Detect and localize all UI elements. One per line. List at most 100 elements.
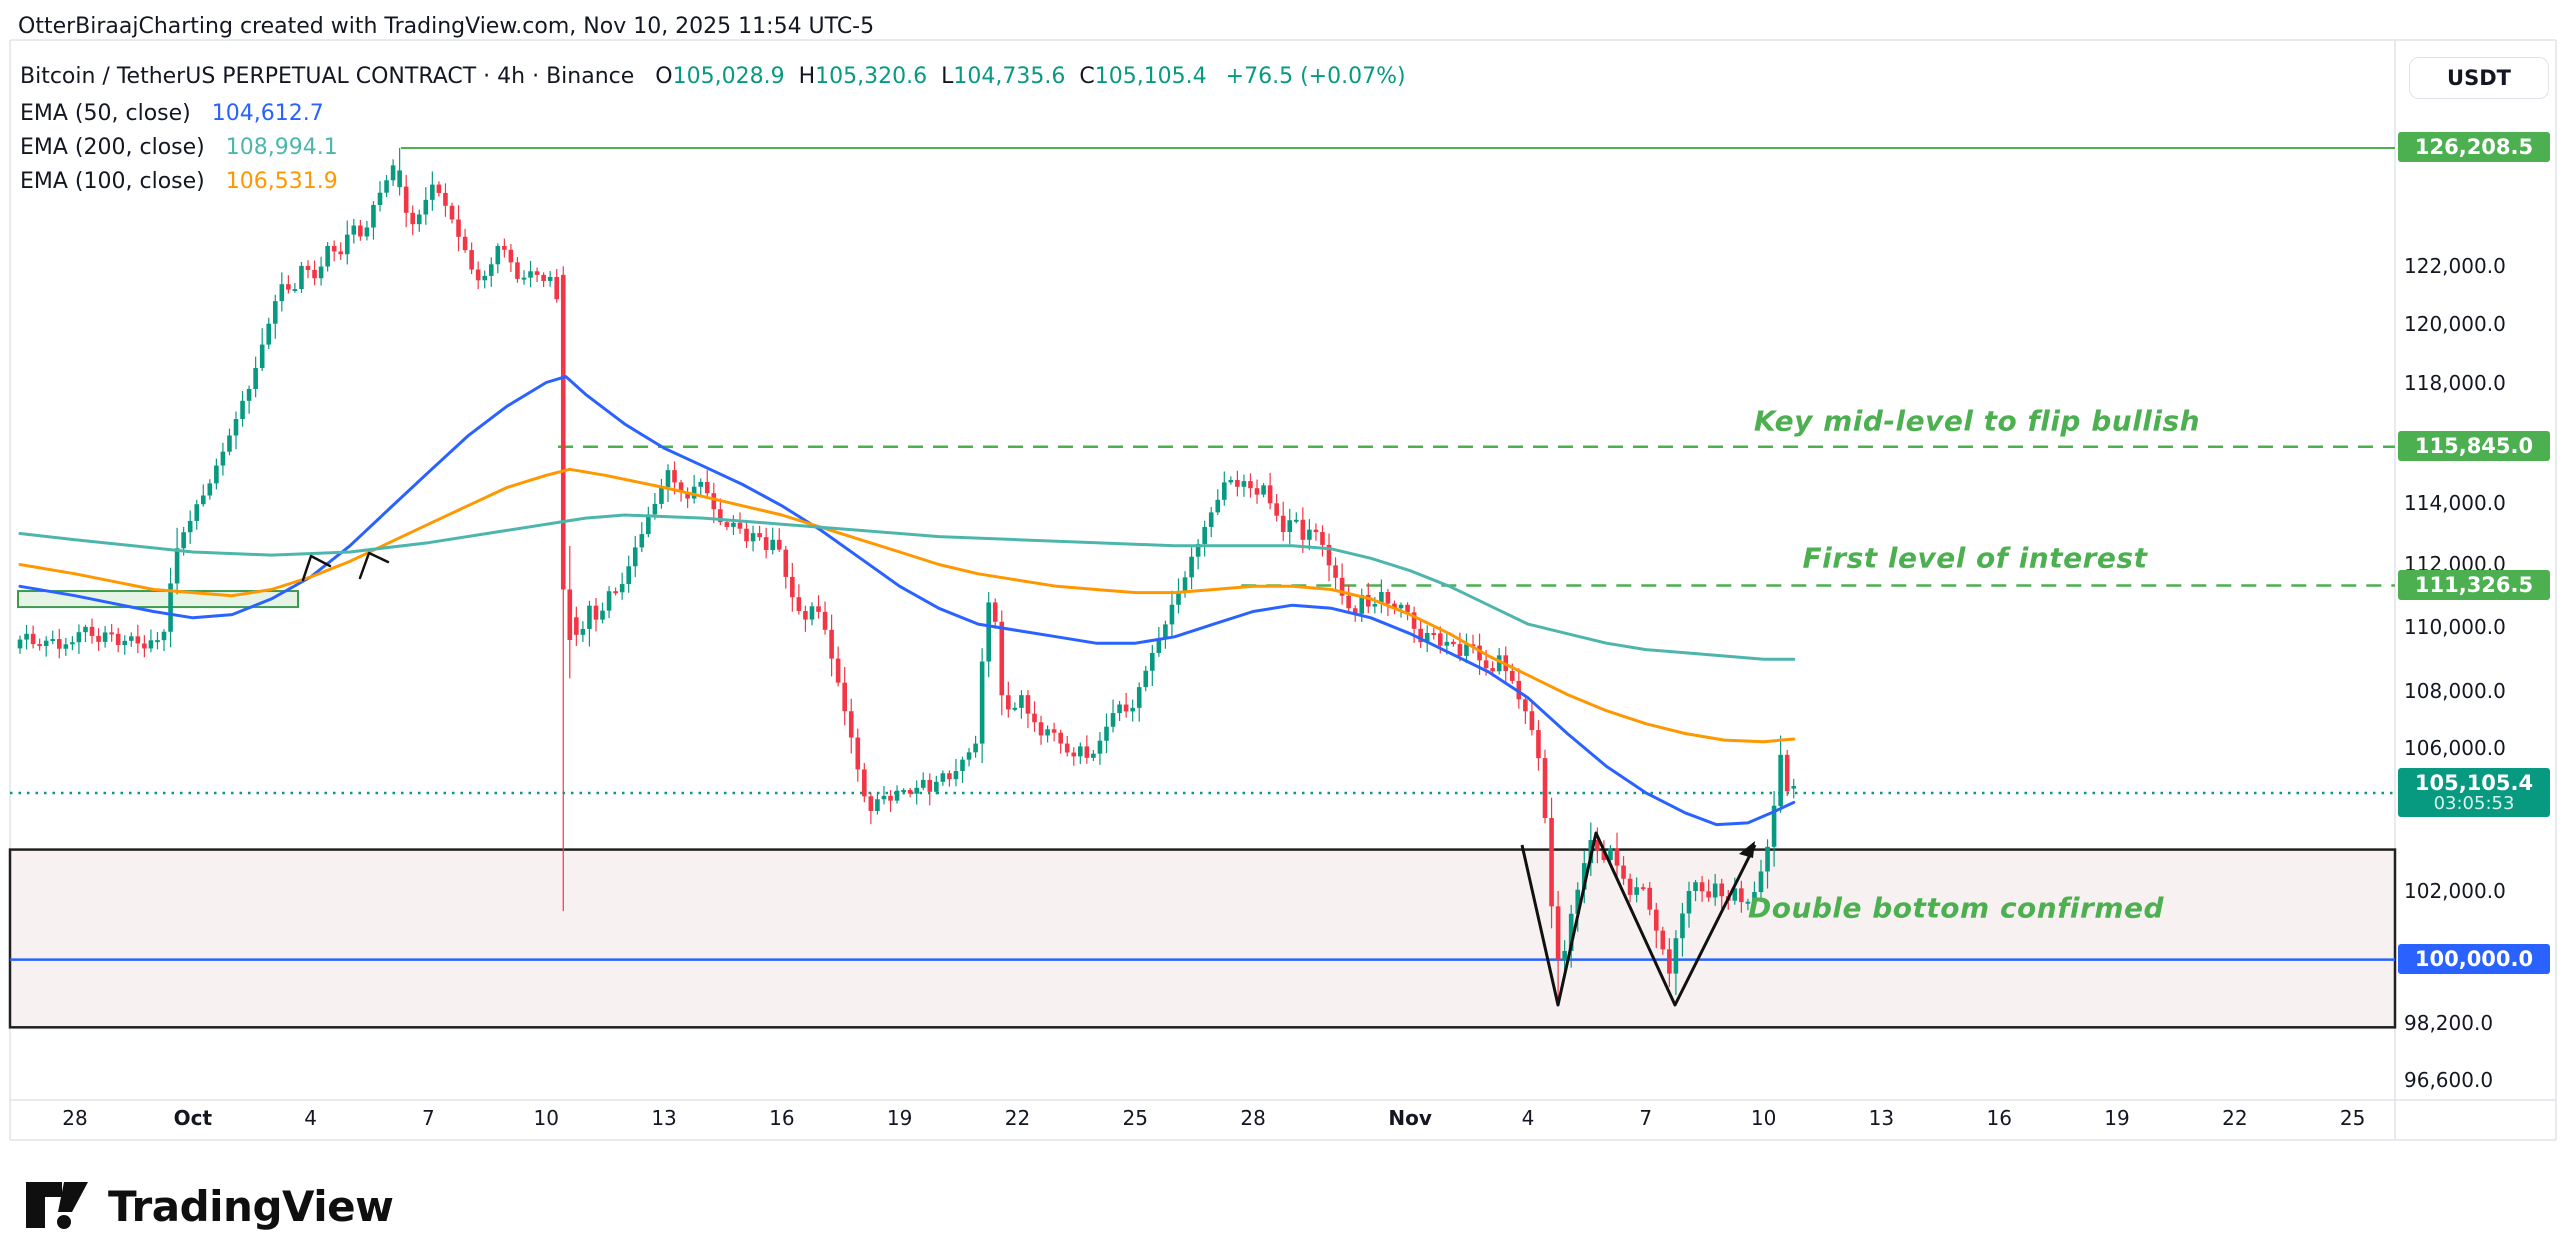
ohlc-value: 105,028.9 [672,64,785,89]
candle [508,249,514,263]
candle [966,752,972,760]
candle [436,184,442,193]
symbol-title[interactable]: Bitcoin / TetherUS PERPETUAL CONTRACT · … [20,64,635,89]
candle [547,276,553,281]
time-axis-label: 13 [651,1106,677,1130]
candle [770,539,775,551]
candle [1254,488,1260,495]
candle [371,204,376,228]
candle [272,301,278,324]
price-badge: 126,208.5 [2398,132,2550,162]
candle [109,632,114,635]
candle [1071,752,1077,757]
chart-annotation[interactable]: First level of interest [1802,541,2148,575]
candle [901,790,906,793]
candle [875,799,880,811]
candle [1765,846,1770,872]
candle [1287,520,1293,532]
time-axis-label: 22 [2222,1106,2248,1130]
indicator-legend-ema200[interactable]: EMA (200, close) 108,994.1 [20,135,338,160]
price-badge-value: 111,326.5 [2414,572,2534,597]
ema100-value: 106,531.9 [225,169,338,194]
candle [1778,754,1783,807]
candle [1130,707,1135,712]
candle [1693,882,1698,892]
candle [515,262,520,279]
price-axis-label: 120,000.0 [2404,311,2506,336]
price-badge: 100,000.0 [2398,943,2550,974]
candle [207,483,213,496]
candle [299,265,304,290]
price-axis-label: 114,000.0 [2404,490,2506,515]
candle [541,274,546,281]
candle [1019,695,1024,708]
candle [377,192,383,205]
pen-mark[interactable] [301,554,332,582]
chart-annotation[interactable]: Key mid-level to flip bullish [1753,404,2201,438]
candle [1280,515,1286,532]
candle [318,266,324,279]
ohlc-value: 105,105.4 [1094,64,1207,89]
candle [253,367,258,390]
candle [1025,695,1031,714]
candle [279,284,285,302]
time-axis-label: 7 [1639,1106,1653,1130]
price-axis-label: 122,000.0 [2404,254,2506,279]
currency-button[interactable]: USDT [2409,57,2549,99]
candle [1222,482,1227,500]
candle [1771,805,1777,847]
candle [1614,848,1620,866]
candle [1536,730,1541,759]
candle [174,548,180,584]
symbol-header[interactable]: Bitcoin / TetherUS PERPETUAL CONTRACT · … [20,64,1406,89]
candle [351,225,357,235]
candle [1385,591,1391,604]
candle [724,522,730,527]
pen-mark[interactable] [358,551,390,580]
candle [135,636,141,644]
candle [1261,485,1266,495]
candle [56,639,62,649]
candle [560,274,566,590]
candle [855,737,861,770]
tradingview-logo-icon [26,1182,88,1229]
tradingview-logo[interactable]: TradingView [26,1180,394,1232]
candle [1431,632,1437,635]
candle [148,640,154,649]
candle [30,633,36,645]
time-axis-label: 16 [1986,1106,2012,1130]
candle [1195,543,1201,557]
candle [1752,892,1757,902]
candle [1634,887,1639,895]
candle [83,626,88,633]
candle [665,470,671,488]
candle [115,633,121,646]
time-axis-label: 10 [1750,1106,1777,1130]
candle [816,606,821,612]
price-badge: 115,845.0 [2398,430,2550,461]
candle [835,658,841,683]
candle [1791,786,1797,789]
candle [1673,938,1679,974]
candle [76,632,82,643]
candle [1058,732,1063,744]
candle [403,186,409,213]
candle [1424,632,1430,643]
chart-annotation[interactable]: Double bottom confirmed [1747,891,2165,925]
candle [960,759,965,772]
candle [1581,863,1587,890]
double-bottom-zigzag[interactable] [1520,831,1757,1007]
candle [1719,883,1725,897]
double-bottom-box[interactable] [8,848,2397,1029]
candle [534,271,540,275]
candle [992,602,998,622]
candle [554,276,560,300]
candle [482,275,488,281]
indicator-legend-ema100[interactable]: EMA (100, close) 106,531.9 [20,169,338,194]
candle [796,597,802,612]
candle [89,626,95,636]
candle [907,790,913,794]
candle [842,682,847,712]
indicator-legend-ema50[interactable]: EMA (50, close) 104,612.7 [20,101,324,126]
